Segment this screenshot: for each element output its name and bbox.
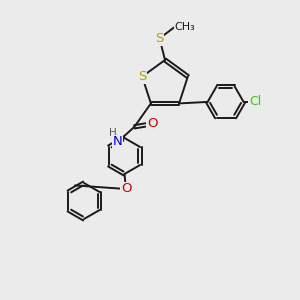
Text: Cl: Cl	[249, 95, 261, 108]
Text: O: O	[147, 117, 158, 130]
Text: S: S	[155, 32, 164, 45]
Text: N: N	[113, 135, 123, 148]
Text: O: O	[121, 182, 131, 196]
Text: H: H	[109, 128, 116, 138]
Text: S: S	[138, 70, 146, 83]
Text: CH₃: CH₃	[175, 22, 195, 32]
